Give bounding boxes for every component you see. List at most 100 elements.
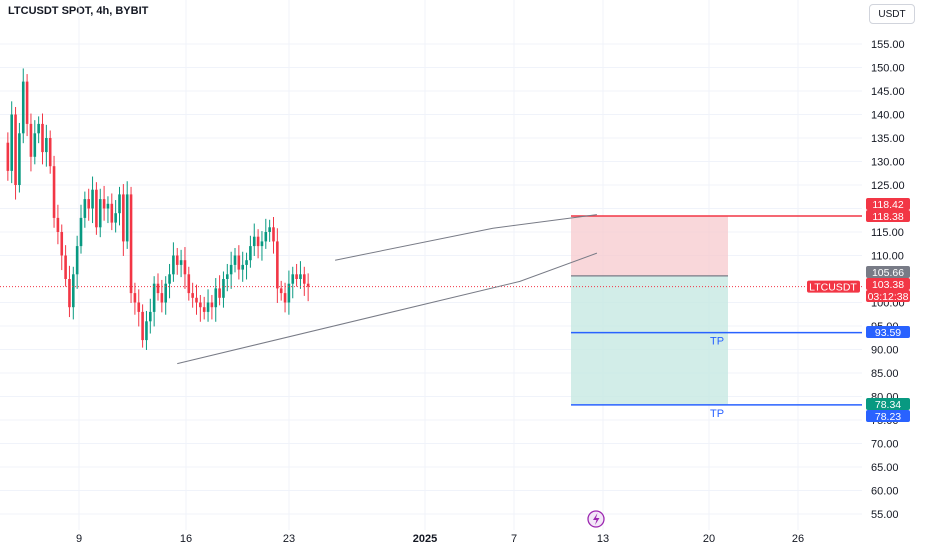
candle-body xyxy=(41,123,44,153)
y-tick-label: 140.00 xyxy=(871,110,905,122)
x-tick-label: 13 xyxy=(597,533,609,545)
wedge-lower-line[interactable] xyxy=(177,252,598,365)
candle-body xyxy=(141,311,144,341)
x-tick-label: 7 xyxy=(511,533,517,545)
candle-body xyxy=(125,194,129,242)
candle-body xyxy=(129,194,133,294)
y-tick-label: 125.00 xyxy=(871,180,905,192)
candle-body xyxy=(187,274,191,294)
candle-body xyxy=(21,81,25,134)
x-tick-label: 23 xyxy=(283,533,295,545)
price-badge-text: 103.38 xyxy=(872,279,904,291)
candle-body xyxy=(25,81,29,124)
y-tick-label: 115.00 xyxy=(871,227,904,239)
price-badge-text: 78.23 xyxy=(875,411,901,423)
candle-body xyxy=(87,199,90,209)
currency-selector[interactable]: USDT xyxy=(869,4,915,24)
price-badge xyxy=(866,210,910,222)
candle-body xyxy=(152,283,156,312)
chart-title: LTCUSDT SPOT, 4h, BYBIT xyxy=(8,5,149,17)
tp-label: TP xyxy=(710,408,724,420)
candle-body xyxy=(222,279,225,298)
candle-body xyxy=(229,264,233,275)
candle-body xyxy=(133,293,137,303)
candle-body xyxy=(249,246,252,261)
candle-body xyxy=(91,189,94,209)
symbol-badge-text: LTCUSDT xyxy=(809,282,857,294)
candle-body xyxy=(172,255,175,275)
price-badge xyxy=(866,410,910,422)
tp-label: TP xyxy=(710,336,724,348)
candle-body xyxy=(10,114,13,171)
candle-body xyxy=(183,260,187,275)
candle-body xyxy=(79,217,83,247)
candle-body xyxy=(272,227,275,242)
candle-body xyxy=(64,255,67,279)
candle-body xyxy=(202,307,206,312)
candle-body xyxy=(287,283,291,303)
y-tick-label: 55.00 xyxy=(871,509,899,521)
price-badge-text: 03:12:38 xyxy=(868,291,909,303)
candle-body xyxy=(264,232,268,242)
lightning-icon[interactable] xyxy=(587,510,605,528)
wedge-upper-line[interactable] xyxy=(335,214,597,261)
candle-body xyxy=(52,166,56,218)
candle-body xyxy=(199,302,202,308)
candle-body xyxy=(303,274,306,284)
price-badge xyxy=(866,198,910,210)
candle-body xyxy=(95,189,98,228)
candle-body xyxy=(72,274,75,308)
position-zones xyxy=(571,215,862,405)
candle-body xyxy=(110,203,114,223)
candle-body xyxy=(29,123,33,157)
drawings: TP TP xyxy=(177,214,862,420)
x-tick-label: 16 xyxy=(180,533,192,545)
y-tick-label: 130.00 xyxy=(871,157,905,169)
y-tick-label: 60.00 xyxy=(871,486,899,498)
y-tick-label: 145.00 xyxy=(871,86,905,98)
price-badge xyxy=(866,266,910,278)
candle-body xyxy=(191,293,194,298)
x-axis: 9 16 23 2025 7 13 20 26 xyxy=(76,533,804,545)
candle-body xyxy=(114,213,117,223)
symbol-badge xyxy=(807,280,860,293)
candle-body xyxy=(145,321,148,341)
candle-body xyxy=(279,288,283,294)
x-tick-label: 20 xyxy=(703,533,715,545)
x-tick-label: 9 xyxy=(76,533,82,545)
candles xyxy=(0,68,862,350)
candle-body xyxy=(164,283,167,303)
y-tick-label: 150.00 xyxy=(871,63,905,75)
stop-loss-zone xyxy=(571,216,728,276)
candle-body xyxy=(122,194,125,242)
candle-body xyxy=(306,283,310,287)
candle-body xyxy=(237,255,241,270)
y-tick-label: 135.00 xyxy=(871,133,905,145)
candle-body xyxy=(260,241,264,247)
candle-body xyxy=(118,194,121,214)
candle-body xyxy=(45,138,48,153)
candle-body xyxy=(68,279,71,308)
candle-body xyxy=(98,199,102,228)
candle-body xyxy=(299,274,302,279)
grid xyxy=(0,0,862,530)
candle-body xyxy=(106,203,110,209)
candle-body xyxy=(156,283,160,294)
candle-body xyxy=(179,260,183,265)
price-badge xyxy=(866,278,910,290)
candle-body xyxy=(268,227,271,232)
candle-body xyxy=(252,236,256,247)
price-badge-text: 118.38 xyxy=(872,211,903,223)
price-badge-text: 118.42 xyxy=(872,199,903,211)
candle-body xyxy=(291,274,295,284)
candle-body xyxy=(168,274,171,284)
candle-body xyxy=(56,217,60,232)
price-badge-text: 93.59 xyxy=(875,327,901,339)
price-badge-text: 105.66 xyxy=(872,267,904,279)
y-tick-label: 110.00 xyxy=(871,251,904,263)
candle-body xyxy=(175,255,179,265)
candle-body xyxy=(48,138,52,167)
y-tick-label: 155.00 xyxy=(871,39,905,51)
